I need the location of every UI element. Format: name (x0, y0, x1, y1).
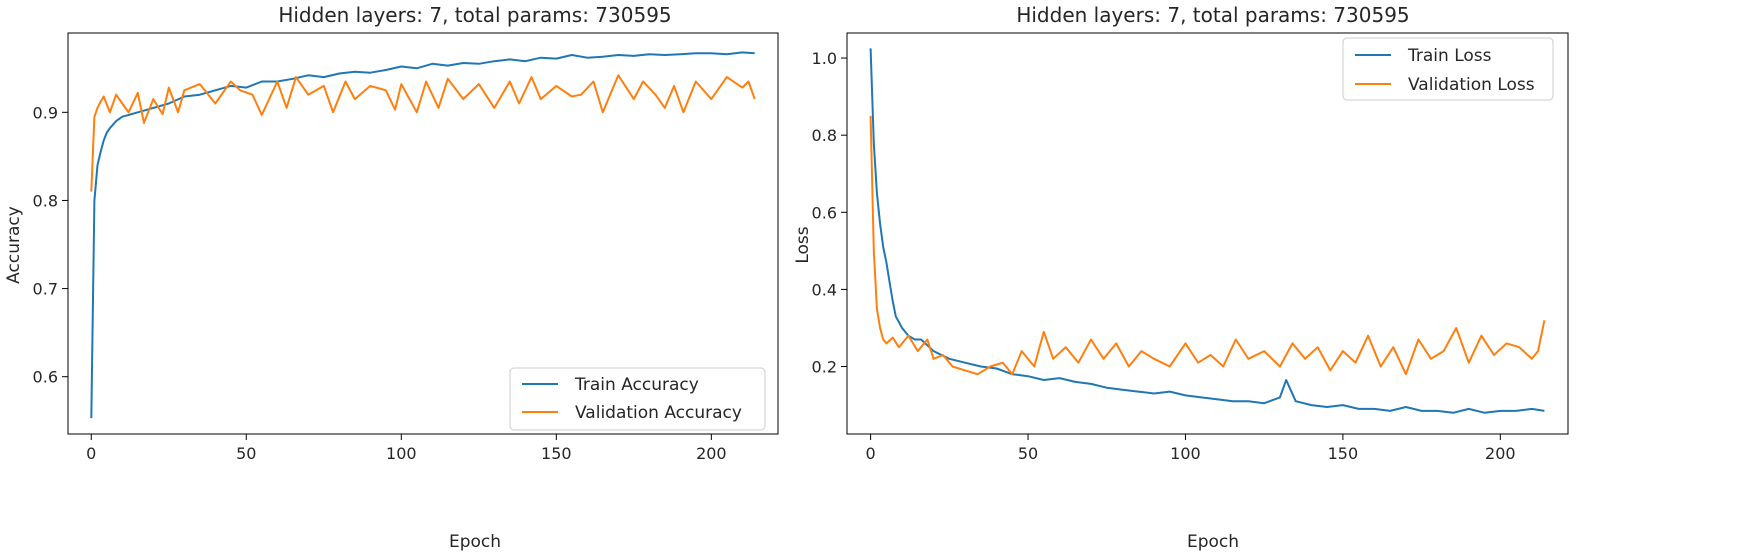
axes-frame (846, 32, 1569, 435)
legend-frame (509, 367, 766, 431)
loss-chart: Hidden layers: 7, total params: 730595 0… (793, 3, 1569, 552)
y-tick-label: 0.8 (33, 191, 58, 210)
legend-frame (1342, 37, 1554, 101)
y-tick-label: 0.2 (812, 358, 837, 377)
y-tick-label: 0.6 (33, 368, 58, 387)
legend-label-validation-loss: Validation Loss (1408, 75, 1535, 95)
axes-frame (67, 32, 779, 435)
y-axis-label: Loss (793, 226, 813, 263)
legend: Train Accuracy Validation Accuracy (509, 367, 766, 431)
series-line-validation-loss (869, 115, 1546, 376)
y-tick-label: 0.6 (812, 203, 837, 222)
plot-area (846, 32, 1569, 435)
series-line-validation-accuracy (90, 74, 756, 192)
tick-labels: 0 50 100 150 200 0.2 0.4 0.6 0.8 1.0 (812, 49, 1516, 463)
x-tick-label: 100 (1170, 444, 1201, 463)
legend-label-train-loss: Train Loss (1407, 46, 1492, 66)
legend-label-validation-accuracy: Validation Accuracy (575, 403, 742, 423)
y-axis-label: Accuracy (4, 206, 24, 284)
x-tick-label: 200 (696, 444, 727, 463)
y-tick-label: 0.8 (812, 126, 837, 145)
chart-title: Hidden layers: 7, total params: 730595 (278, 3, 671, 27)
series-line-train-loss (869, 48, 1545, 414)
y-tick-label: 1.0 (812, 49, 837, 68)
x-axis-label: Epoch (449, 532, 501, 552)
series-line-train-accuracy (90, 51, 755, 419)
accuracy-chart: Hidden layers: 7, total params: 730595 0… (4, 3, 779, 552)
plot-area (67, 32, 779, 435)
tick-labels: 0 50 100 150 200 0.6 0.7 0.8 0.9 (33, 103, 727, 463)
y-tick-label: 0.7 (33, 280, 58, 299)
x-tick-label: 200 (1485, 444, 1516, 463)
x-tick-label: 50 (1018, 444, 1038, 463)
legend-label-train-accuracy: Train Accuracy (574, 375, 699, 395)
x-tick-label: 0 (86, 444, 96, 463)
x-tick-label: 0 (866, 444, 876, 463)
y-tick-label: 0.4 (812, 280, 837, 299)
x-tick-label: 150 (541, 444, 572, 463)
y-tick-label: 0.9 (33, 103, 58, 122)
chart-title: Hidden layers: 7, total params: 730595 (1016, 3, 1409, 27)
x-tick-label: 50 (236, 444, 256, 463)
x-tick-label: 150 (1328, 444, 1359, 463)
x-axis-label: Epoch (1187, 532, 1239, 552)
legend: Train Loss Validation Loss (1342, 37, 1554, 101)
x-tick-label: 100 (386, 444, 417, 463)
